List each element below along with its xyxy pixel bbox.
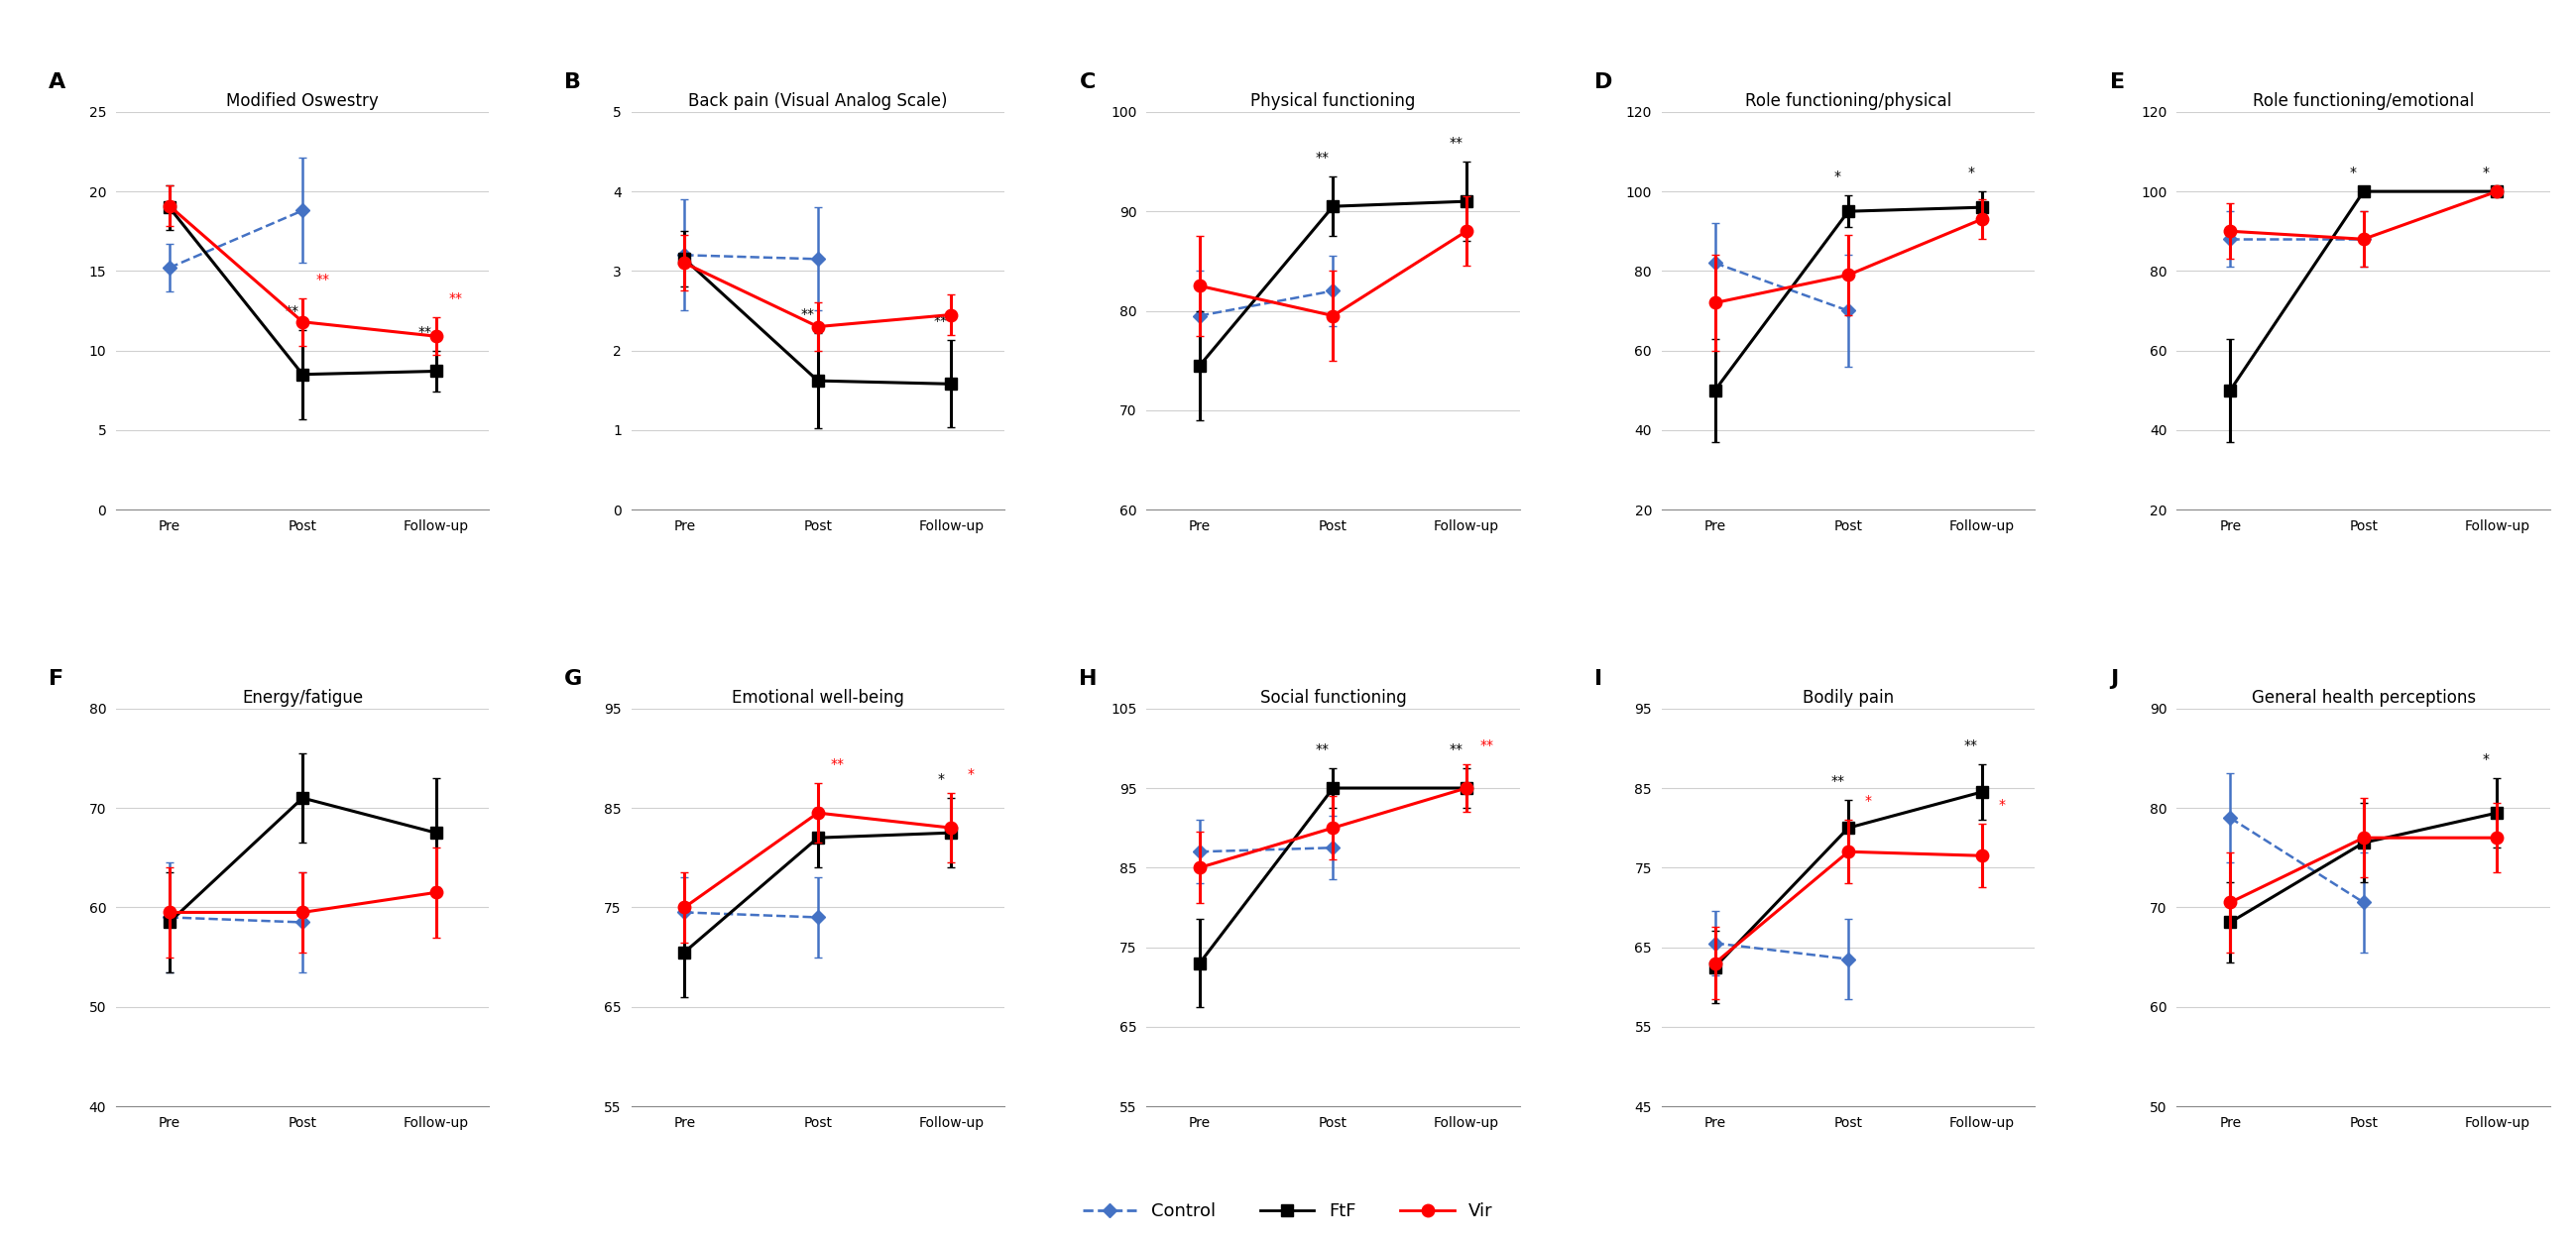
Text: *: * xyxy=(1865,794,1873,808)
Text: I: I xyxy=(1595,669,1602,689)
Text: **: ** xyxy=(1448,742,1463,756)
Title: Role functioning/physical: Role functioning/physical xyxy=(1744,92,1953,111)
Text: *: * xyxy=(938,772,943,786)
Text: **: ** xyxy=(1963,738,1978,752)
Text: A: A xyxy=(49,72,67,92)
Text: **: ** xyxy=(1448,135,1463,149)
Title: Physical functioning: Physical functioning xyxy=(1249,92,1417,111)
Text: **: ** xyxy=(448,291,464,306)
Text: **: ** xyxy=(286,305,299,318)
Text: D: D xyxy=(1595,72,1613,92)
Text: E: E xyxy=(2110,72,2125,92)
Text: J: J xyxy=(2110,669,2117,689)
Text: **: ** xyxy=(1316,150,1329,164)
Text: **: ** xyxy=(317,272,330,286)
Text: C: C xyxy=(1079,72,1095,92)
Text: **: ** xyxy=(933,314,948,328)
Text: *: * xyxy=(2349,165,2357,179)
Title: Back pain (Visual Analog Scale): Back pain (Visual Analog Scale) xyxy=(688,92,948,111)
Text: G: G xyxy=(564,669,582,689)
Text: *: * xyxy=(2483,752,2491,766)
Text: **: ** xyxy=(1479,738,1494,752)
Title: General health perceptions: General health perceptions xyxy=(2251,689,2476,707)
Title: Emotional well-being: Emotional well-being xyxy=(732,689,904,707)
Text: **: ** xyxy=(417,324,433,338)
Title: Modified Oswestry: Modified Oswestry xyxy=(227,92,379,111)
Text: **: ** xyxy=(832,757,845,771)
Text: *: * xyxy=(969,767,974,781)
Text: *: * xyxy=(1834,169,1842,184)
Text: *: * xyxy=(2483,165,2491,179)
Text: *: * xyxy=(1999,798,2004,812)
Text: **: ** xyxy=(1832,774,1844,788)
Text: *: * xyxy=(1968,165,1973,179)
Text: F: F xyxy=(49,669,64,689)
Text: H: H xyxy=(1079,669,1097,689)
Title: Role functioning/emotional: Role functioning/emotional xyxy=(2254,92,2473,111)
Text: **: ** xyxy=(801,307,814,321)
Title: Social functioning: Social functioning xyxy=(1260,689,1406,707)
Text: B: B xyxy=(564,72,580,92)
Title: Bodily pain: Bodily pain xyxy=(1803,689,1893,707)
Legend: Control, FtF, Vir: Control, FtF, Vir xyxy=(1077,1196,1499,1228)
Title: Energy/fatigue: Energy/fatigue xyxy=(242,689,363,707)
Text: **: ** xyxy=(1316,742,1329,756)
